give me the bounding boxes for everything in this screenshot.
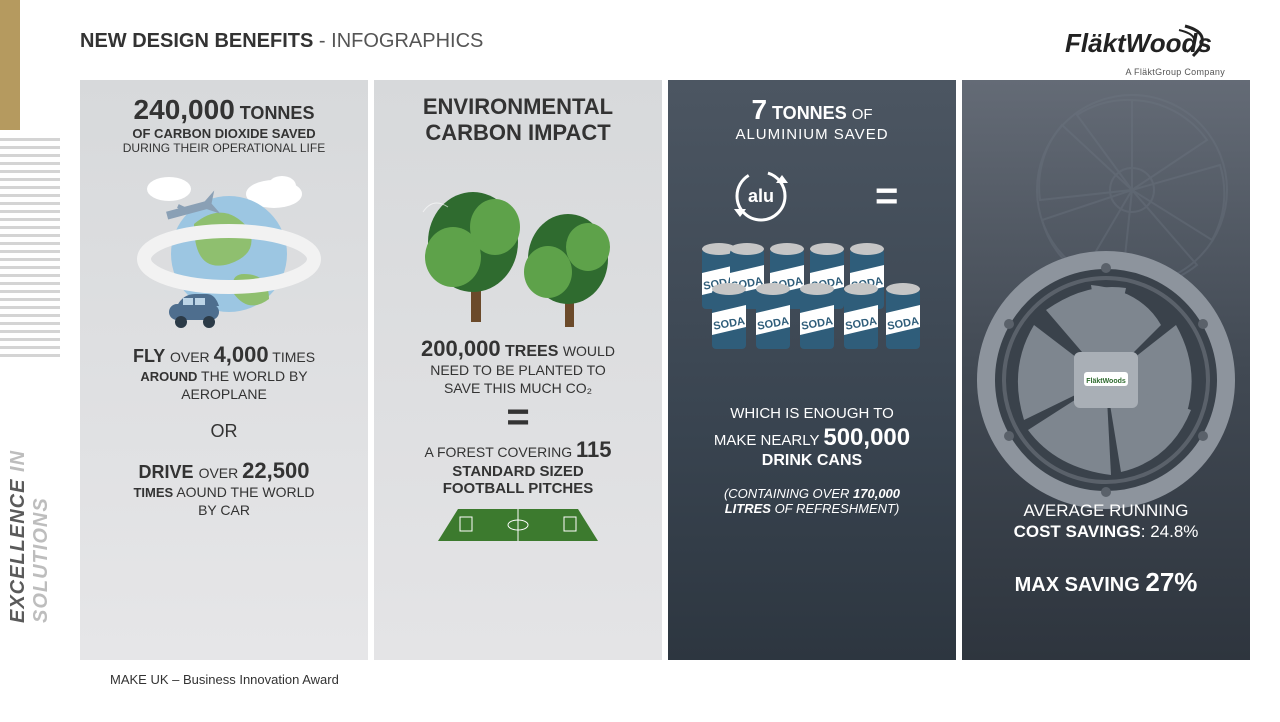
p3-title-unit: TONNES bbox=[767, 103, 852, 123]
p4-max: MAX SAVING 27% bbox=[962, 567, 1250, 598]
p3-equals: = bbox=[875, 180, 898, 212]
p3-cans-block: WHICH IS ENOUGH TO MAKE NEARLY 500,000 D… bbox=[686, 405, 938, 470]
p3-headline: 7 TONNES OF bbox=[686, 94, 938, 126]
svg-text:FläktWoods: FläktWoods bbox=[1086, 378, 1126, 385]
p4-avg-l2: COST SAVINGS: 24.8% bbox=[962, 521, 1250, 542]
p1-fly-l3: AEROPLANE bbox=[98, 386, 350, 404]
p1-drive-l2a: TIMES bbox=[133, 485, 173, 500]
p1-fly-l2a: AROUND bbox=[140, 369, 197, 384]
footer-text: MAKE UK – Business Innovation Award bbox=[110, 672, 339, 687]
p1-fly-mid: OVER bbox=[170, 349, 214, 365]
p1-drive-l2b: AOUND THE WORLD bbox=[173, 484, 314, 500]
p2-forest-l3: FOOTBALL PITCHES bbox=[392, 480, 644, 497]
p3-title-post: OF bbox=[852, 106, 873, 123]
page-title: NEW DESIGN BENEFITS - INFOGRAPHICS bbox=[80, 30, 483, 53]
panel-carbon-saved: 240,000 TONNES OF CARBON DIOXIDE SAVED D… bbox=[80, 80, 368, 660]
p3-sub-c: OF REFRESHMENT) bbox=[771, 501, 899, 516]
p1-headline: 240,000 TONNES bbox=[98, 94, 350, 126]
p4-text-block: AVERAGE RUNNING COST SAVINGS: 24.8% MAX … bbox=[962, 500, 1250, 598]
cans-icon: SODA bbox=[686, 239, 938, 389]
p2-forest-pre: A FOREST COVERING bbox=[425, 444, 576, 460]
p1-sub2: DURING THEIR OPERATIONAL LIFE bbox=[98, 141, 350, 156]
p3-cans-mid: MAKE NEARLY bbox=[714, 432, 823, 449]
p2-trees-unit: TREES bbox=[501, 343, 563, 360]
panels-row: 240,000 TONNES OF CARBON DIOXIDE SAVED D… bbox=[80, 80, 1250, 660]
p3-cans-num: 500,000 bbox=[823, 424, 910, 451]
p3-sub-b: LITRES bbox=[725, 501, 771, 516]
p3-cans-pre: WHICH IS ENOUGH TO bbox=[686, 405, 938, 424]
rail-text: EXCELLENCE IN SOLUTIONS bbox=[7, 363, 53, 623]
p1-fly-pre: FLY bbox=[133, 346, 170, 366]
p3-alu-eq-row: alu = bbox=[686, 161, 938, 231]
p1-drive-num: 22,500 bbox=[242, 458, 309, 483]
globe-icon bbox=[98, 164, 350, 334]
p4-avg-l2a: COST SAVINGS bbox=[1014, 522, 1141, 541]
p2-trees-block: 200,000 TREES WOULD NEED TO BE PLANTED T… bbox=[392, 336, 644, 397]
p3-title-l2: ALUMINIUM SAVED bbox=[686, 126, 938, 145]
panel-savings: FläktWoods AVERAGE RUNNING COST SAVINGS:… bbox=[962, 80, 1250, 660]
p2-title-l2: CARBON IMPACT bbox=[392, 120, 644, 146]
p1-fly-block: FLY OVER 4,000 TIMES AROUND THE WORLD BY… bbox=[98, 342, 350, 404]
logo-name: FläktWoods bbox=[1065, 28, 1212, 59]
p1-drive-block: DRIVE OVER 22,500 TIMES AOUND THE WORLD … bbox=[98, 458, 350, 520]
title-light: - INFOGRAPHICS bbox=[313, 30, 483, 52]
p1-stat-number: 240,000 bbox=[134, 94, 235, 125]
p1-drive-pre: DRIVE bbox=[139, 462, 199, 482]
p2-title-l1: ENVIRONMENTAL bbox=[392, 94, 644, 120]
p1-drive-l3: BY CAR bbox=[98, 502, 350, 520]
p2-trees-post: WOULD bbox=[563, 343, 615, 359]
p1-or: OR bbox=[98, 420, 350, 443]
p3-cans-sub: (CONTAINING OVER 170,000 LITRES OF REFRE… bbox=[686, 486, 938, 516]
p2-forest-l2: STANDARD SIZED bbox=[392, 463, 644, 480]
brand-logo: FläktWoods A FläktGroup Company bbox=[1065, 22, 1225, 77]
p1-drive-mid: OVER bbox=[199, 465, 243, 481]
panel-carbon-impact: ENVIRONMENTAL CARBON IMPACT bbox=[374, 80, 662, 660]
p4-avg-l1: AVERAGE RUNNING bbox=[962, 500, 1250, 521]
p1-fly-num: 4,000 bbox=[214, 342, 269, 367]
rail-gold-block bbox=[0, 0, 20, 130]
p4-max-a: MAX SAVING bbox=[1015, 574, 1146, 596]
pitch-icon bbox=[392, 501, 644, 551]
p1-fly-post: TIMES bbox=[269, 349, 315, 365]
p3-cans-l3: DRINK CANS bbox=[686, 452, 938, 470]
p2-trees-num: 200,000 bbox=[421, 336, 501, 361]
p1-sub1: OF CARBON DIOXIDE SAVED bbox=[98, 126, 350, 141]
p4-avg-l2b: : 24.8% bbox=[1141, 522, 1199, 541]
p3-sub-num: 170,000 bbox=[853, 486, 900, 501]
panel-aluminium: 7 TONNES OF ALUMINIUM SAVED alu = bbox=[668, 80, 956, 660]
p3-title-num: 7 bbox=[751, 94, 767, 125]
side-rail: EXCELLENCE IN SOLUTIONS bbox=[0, 0, 60, 722]
rail-word-excellence: EXCELLENCE bbox=[7, 479, 29, 623]
trees-icon bbox=[392, 162, 644, 332]
p1-fly-l2b: THE WORLD BY bbox=[197, 368, 307, 384]
rail-stripes bbox=[0, 138, 60, 358]
recycle-alu-icon: alu bbox=[726, 161, 796, 231]
p2-trees-l2: NEED TO BE PLANTED TO bbox=[392, 362, 644, 380]
title-bold: NEW DESIGN BENEFITS bbox=[80, 30, 313, 52]
p2-equals: = bbox=[392, 401, 644, 433]
p1-stat-unit: TONNES bbox=[235, 103, 315, 123]
alu-label: alu bbox=[748, 186, 774, 206]
p2-forest-block: A FOREST COVERING 115 STANDARD SIZED FOO… bbox=[392, 437, 644, 497]
p3-sub-a: (CONTAINING OVER bbox=[724, 486, 853, 501]
logo-sub: A FläktGroup Company bbox=[1065, 67, 1225, 77]
p4-max-num: 27% bbox=[1145, 567, 1197, 597]
p2-forest-num: 115 bbox=[576, 437, 612, 462]
